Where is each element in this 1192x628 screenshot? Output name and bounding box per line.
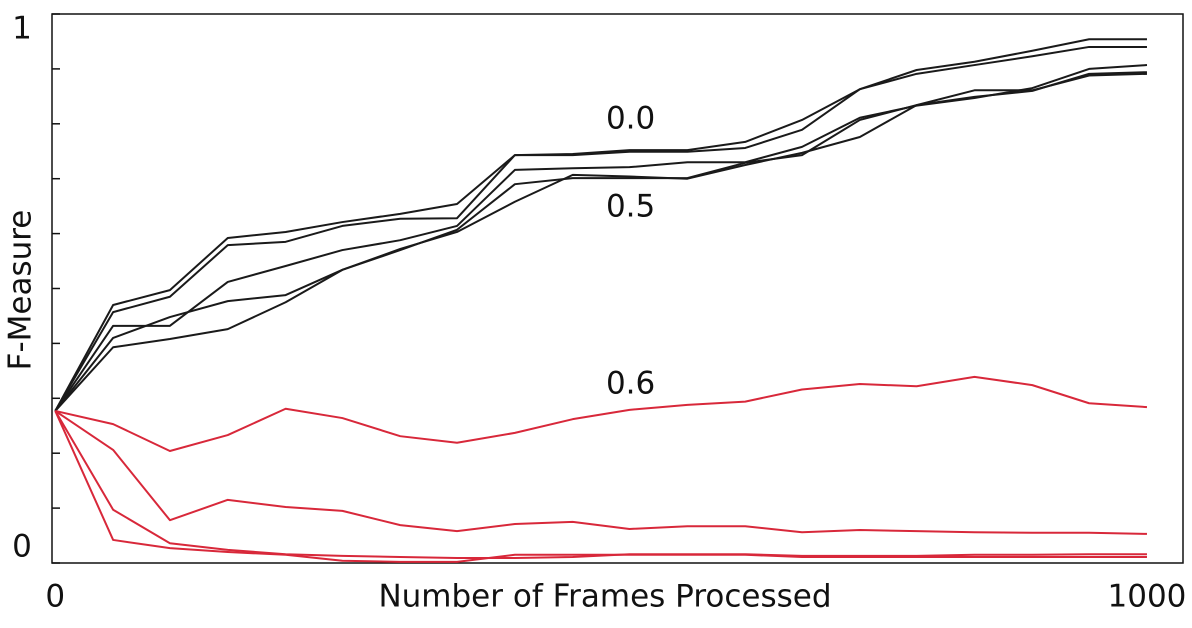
series-line [54,45,1147,412]
x-tick-label: 0 [45,579,65,615]
series-line [54,410,1147,563]
series-line [54,64,1148,412]
x-tick-label: 1000 [1108,579,1187,615]
plot-frame [51,13,1184,564]
y-tick-label: 1 [12,11,32,47]
y-axis-label: F-Measure [3,210,39,371]
annotation: 0.6 [606,366,655,402]
x-axis-label: Number of Frames Processed [378,579,831,615]
y-tick-label: 0 [12,529,32,565]
series-line [54,72,1148,412]
series-line [54,410,1147,535]
annotation: 0.0 [606,100,655,136]
annotation: 0.5 [606,188,655,224]
series-line [54,410,1147,560]
series-line [54,71,1148,412]
series-line [55,375,1148,453]
series-line [54,38,1147,412]
